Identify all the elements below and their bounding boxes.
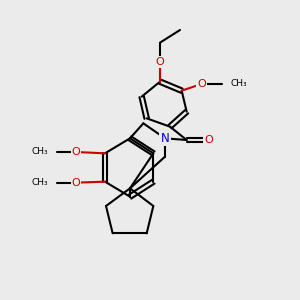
Text: O: O bbox=[72, 178, 80, 188]
Text: O: O bbox=[72, 147, 80, 157]
Text: N: N bbox=[160, 132, 169, 145]
Text: CH₃: CH₃ bbox=[32, 148, 48, 157]
Text: CH₃: CH₃ bbox=[32, 178, 48, 187]
Text: O: O bbox=[156, 57, 164, 67]
Text: CH₃: CH₃ bbox=[230, 80, 247, 88]
Text: O: O bbox=[204, 135, 213, 145]
Text: O: O bbox=[197, 79, 206, 89]
